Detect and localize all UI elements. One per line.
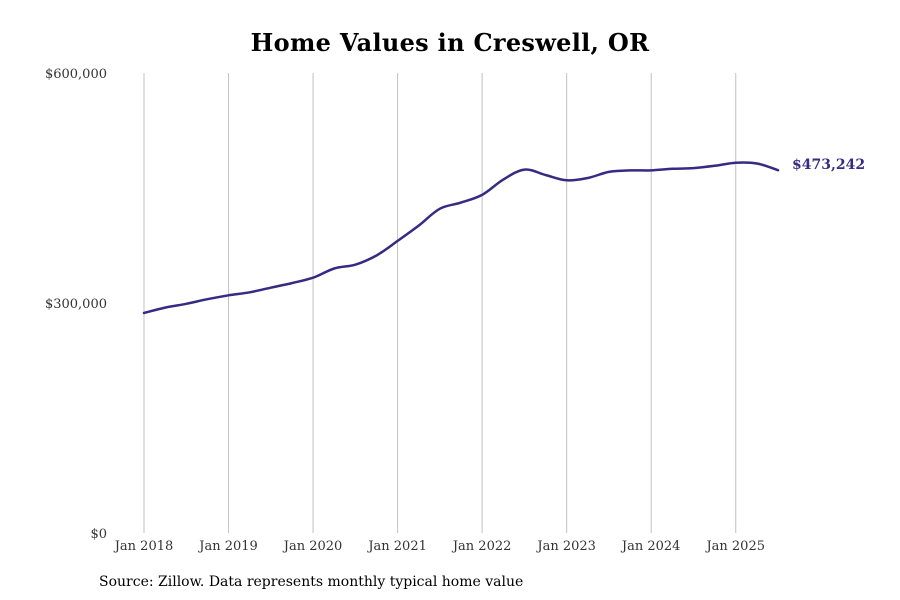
chart-title: Home Values in Creswell, OR xyxy=(250,28,650,57)
x-tick-label: Jan 2018 xyxy=(113,539,174,554)
source-note: Source: Zillow. Data represents monthly … xyxy=(99,574,524,590)
x-tick-label: Jan 2025 xyxy=(704,539,765,554)
y-axis-ticks: $0 $300,000 $600,000 xyxy=(45,67,107,542)
home-value-line xyxy=(142,161,780,315)
x-axis-ticks: Jan 2018 Jan 2019 Jan 2020 Jan 2021 Jan 2022… xyxy=(113,539,765,554)
x-tick-label: Jan 2022 xyxy=(451,539,512,554)
grid-lines xyxy=(143,73,737,533)
y-tick-label: $600,000 xyxy=(45,67,107,82)
x-tick-label: Jan 2019 xyxy=(197,539,258,554)
x-tick-label: Jan 2020 xyxy=(282,539,343,554)
x-tick-label: Jan 2024 xyxy=(620,539,681,554)
y-tick-label: $0 xyxy=(90,527,107,542)
x-tick-label: Jan 2021 xyxy=(366,539,427,554)
y-tick-label: $300,000 xyxy=(45,297,107,312)
x-tick-label: Jan 2023 xyxy=(535,539,596,554)
end-value-label: $473,242 xyxy=(792,157,865,173)
